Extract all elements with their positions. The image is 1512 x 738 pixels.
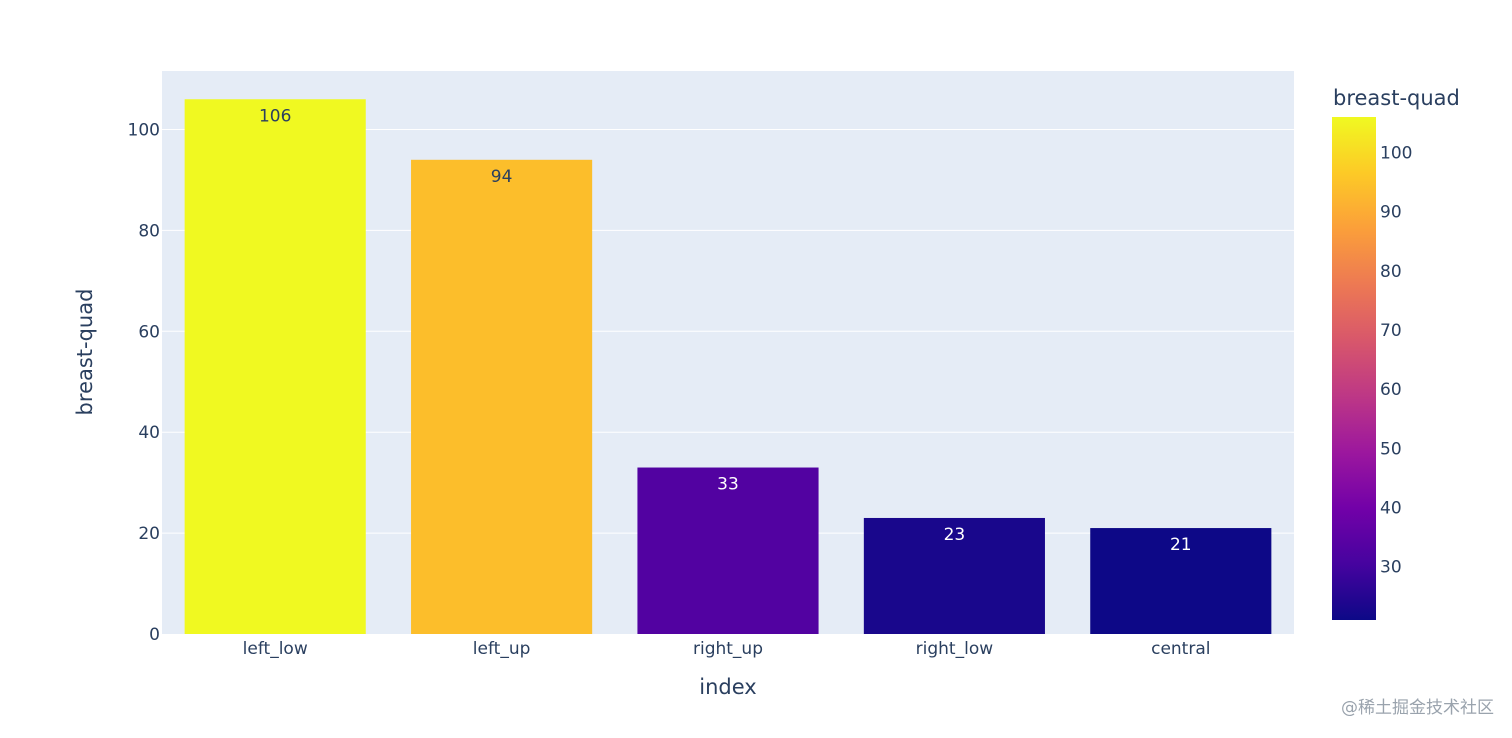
y-tick-label: 40 bbox=[138, 423, 160, 443]
y-tick-label: 60 bbox=[138, 322, 160, 342]
colorbar bbox=[1332, 117, 1376, 620]
y-axis-title: breast-quad bbox=[73, 289, 97, 416]
x-axis-title: index bbox=[699, 675, 756, 699]
y-tick-label: 20 bbox=[138, 524, 160, 544]
x-tick-label: central bbox=[1151, 639, 1210, 659]
colorbar-tick-label: 90 bbox=[1380, 203, 1402, 223]
x-tick-label: left_up bbox=[473, 639, 531, 659]
watermark: @稀土掘金技术社区 bbox=[1341, 698, 1494, 718]
bar-right_up bbox=[637, 467, 819, 634]
bars: 106 94 33 23 21 bbox=[184, 99, 1272, 635]
colorbar-tick-label: 60 bbox=[1380, 380, 1402, 400]
y-tick-label: 100 bbox=[128, 121, 160, 141]
colorbar-tick-label: 50 bbox=[1380, 439, 1402, 459]
bar-value-label: 106 bbox=[259, 106, 291, 126]
colorbar-tick-label: 30 bbox=[1380, 558, 1402, 578]
colorbar-tick-label: 40 bbox=[1380, 499, 1402, 519]
x-axis-ticks: left_low left_up right_up right_low central bbox=[243, 639, 1211, 659]
bar-value-label: 33 bbox=[717, 475, 739, 495]
y-tick-label: 80 bbox=[138, 221, 160, 241]
x-tick-label: right_up bbox=[693, 639, 763, 659]
bar-left_up bbox=[411, 159, 593, 635]
bar-value-label: 94 bbox=[491, 167, 513, 187]
colorbar-tick-label: 70 bbox=[1380, 321, 1402, 341]
colorbar-title: breast-quad bbox=[1333, 86, 1460, 110]
bar-left_low bbox=[184, 99, 366, 634]
y-axis-ticks: 0 20 40 60 80 100 bbox=[128, 121, 160, 645]
colorbar-tick-label: 100 bbox=[1380, 144, 1412, 164]
x-tick-label: left_low bbox=[243, 639, 308, 659]
x-tick-label: right_low bbox=[916, 639, 994, 659]
y-tick-label: 0 bbox=[149, 625, 160, 645]
bar-right_low bbox=[863, 517, 1045, 634]
colorbar-ticks: 30 40 50 60 70 80 90 100 bbox=[1380, 144, 1412, 578]
bar-value-label: 23 bbox=[944, 525, 966, 545]
bar-value-label: 21 bbox=[1170, 535, 1192, 555]
bar-central bbox=[1090, 528, 1272, 634]
colorbar-tick-label: 80 bbox=[1380, 262, 1402, 282]
